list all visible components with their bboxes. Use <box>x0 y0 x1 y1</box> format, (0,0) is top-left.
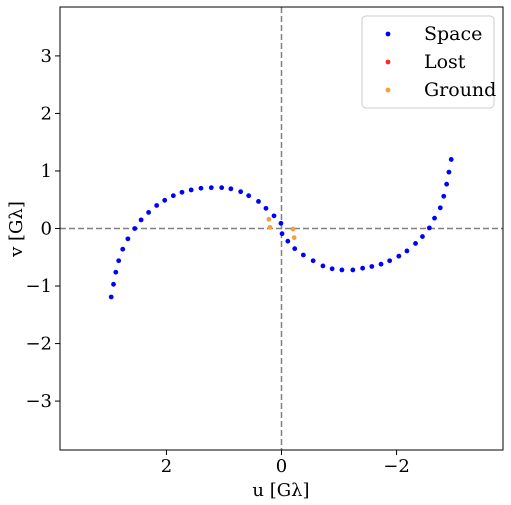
y-tick-label: 3 <box>41 46 52 67</box>
x-axis-label: u [Gλ] <box>252 480 309 501</box>
space-point <box>350 267 356 273</box>
legend-marker-space <box>385 31 391 37</box>
space-point <box>329 266 335 272</box>
space-point <box>162 197 168 203</box>
legend-label-lost: Lost <box>424 51 466 73</box>
space-point <box>228 186 234 192</box>
space-point <box>413 241 418 246</box>
space-point <box>432 215 437 221</box>
space-point <box>263 205 269 211</box>
legend-label-space: Space <box>424 23 482 45</box>
space-point <box>310 258 316 264</box>
space-point <box>339 267 345 273</box>
ground-point <box>266 216 272 222</box>
y-tick-label: −1 <box>25 276 52 297</box>
space-point <box>441 193 447 199</box>
space-point <box>446 169 452 175</box>
data-points <box>108 157 454 300</box>
y-axis-label: v [Gλ] <box>6 201 27 258</box>
space-point <box>444 181 450 187</box>
y-axis-ticks: 3 2 1 0 −1 −2 −3 <box>25 46 60 412</box>
x-tick-label: 2 <box>161 456 172 477</box>
space-point <box>448 157 454 162</box>
space-point <box>138 217 144 223</box>
space-point <box>120 246 126 252</box>
ground-point <box>291 235 297 241</box>
space-point <box>271 213 277 219</box>
space-point <box>387 258 393 264</box>
space-point <box>279 231 285 237</box>
x-tick-label: −2 <box>383 456 410 477</box>
space-point <box>360 265 366 271</box>
space-point <box>179 189 185 195</box>
legend-box <box>361 15 495 109</box>
y-tick-label: 2 <box>41 103 52 124</box>
space-point <box>378 261 384 267</box>
space-point <box>108 294 114 300</box>
space-point <box>132 226 138 231</box>
space-point <box>146 209 152 215</box>
y-tick-label: −2 <box>25 334 52 355</box>
space-point <box>170 193 176 199</box>
space-point <box>278 220 284 226</box>
ground-point <box>290 226 296 232</box>
space-point <box>208 185 214 191</box>
space-point <box>256 199 261 204</box>
space-point <box>396 253 402 259</box>
space-point <box>188 187 194 193</box>
legend-label-ground: Ground <box>424 79 496 101</box>
space-point <box>369 264 375 269</box>
space-point <box>198 185 204 191</box>
space-point <box>125 236 131 242</box>
y-tick-label: 1 <box>41 161 52 182</box>
space-point <box>320 263 326 269</box>
space-point <box>154 203 160 208</box>
space-point <box>116 258 122 264</box>
space-point <box>111 281 116 287</box>
space-point <box>246 193 252 199</box>
space-point <box>437 205 443 211</box>
y-tick-label: −3 <box>25 391 52 412</box>
space-point <box>219 185 225 191</box>
space-point <box>113 269 119 275</box>
legend: Space Lost Ground <box>361 15 496 109</box>
space-point <box>238 189 244 195</box>
y-tick-label: 0 <box>41 219 52 240</box>
ground-point <box>267 224 273 230</box>
legend-marker-ground <box>385 87 391 93</box>
legend-marker-lost <box>385 59 391 65</box>
space-point <box>420 234 425 239</box>
space-point <box>426 225 432 231</box>
x-tick-label: 0 <box>276 456 287 477</box>
x-axis-ticks: 2 0 −2 <box>161 450 410 477</box>
space-point <box>292 246 298 252</box>
space-point <box>404 248 410 254</box>
space-point <box>300 252 306 258</box>
space-point <box>285 238 291 244</box>
